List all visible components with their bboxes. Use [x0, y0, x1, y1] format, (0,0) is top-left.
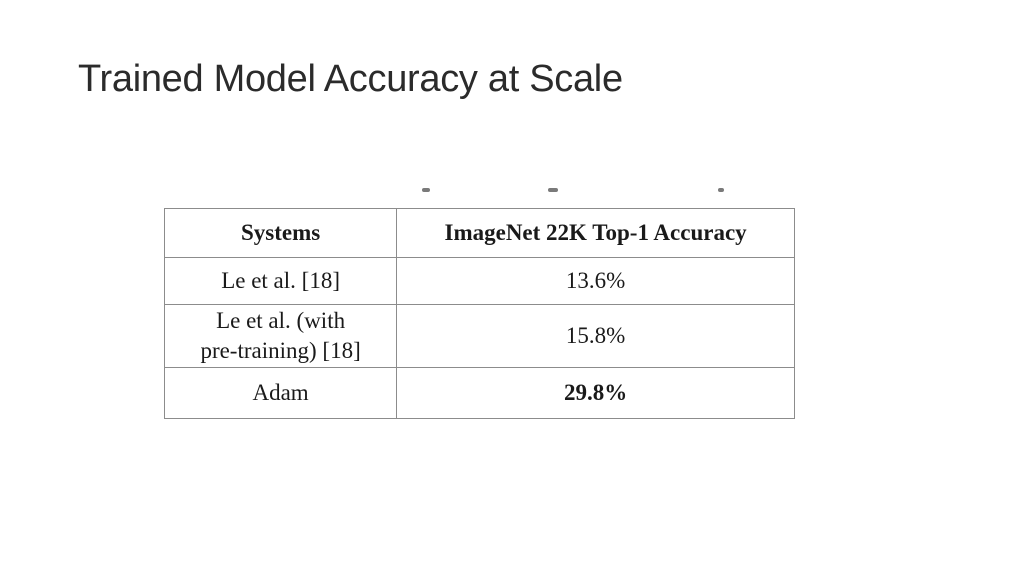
- accuracy-cell: 13.6%: [396, 257, 795, 305]
- slide-title: Trained Model Accuracy at Scale: [78, 58, 623, 100]
- system-name-line-1: Le et al. (with: [216, 308, 346, 333]
- system-cell: Adam: [163, 367, 398, 419]
- system-name: Le et al. [18]: [221, 268, 340, 293]
- table-row: Le et al. (with pre-training) [18] 15.8%: [163, 304, 795, 368]
- accuracy-cell: 15.8%: [396, 304, 795, 368]
- table-header-row: Systems ImageNet 22K Top-1 Accuracy: [163, 208, 795, 258]
- cropped-caption-remnant: [400, 180, 740, 192]
- accuracy-cell-highlighted: 29.8%: [396, 367, 795, 419]
- system-cell: Le et al. [18]: [163, 257, 398, 305]
- header-systems: Systems: [163, 208, 398, 258]
- accuracy-table: Systems ImageNet 22K Top-1 Accuracy Le e…: [163, 208, 795, 419]
- table-row: Le et al. [18] 13.6%: [163, 257, 795, 305]
- header-accuracy: ImageNet 22K Top-1 Accuracy: [396, 208, 795, 258]
- system-cell: Le et al. (with pre-training) [18]: [163, 304, 398, 368]
- table-row: Adam 29.8%: [163, 367, 795, 419]
- system-name-line-2: pre-training) [18]: [200, 338, 361, 363]
- system-name: Adam: [252, 380, 309, 405]
